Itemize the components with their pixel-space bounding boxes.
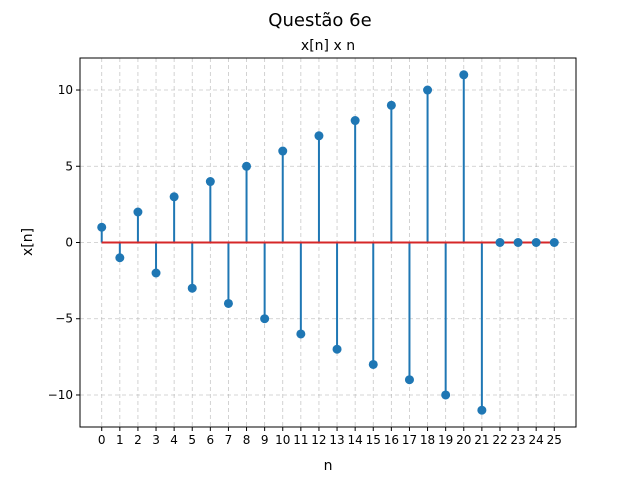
stem-marker bbox=[278, 146, 288, 156]
x-tick-label: 15 bbox=[366, 433, 381, 447]
x-tick-label: 24 bbox=[529, 433, 544, 447]
y-tick-label: −10 bbox=[48, 388, 73, 402]
stem-marker bbox=[151, 268, 161, 278]
stem-marker bbox=[296, 329, 306, 339]
stem-marker bbox=[459, 70, 469, 80]
x-tick-label: 13 bbox=[329, 433, 344, 447]
stem-marker bbox=[97, 222, 107, 232]
stem-lines bbox=[100, 74, 483, 411]
y-axis-ticks: −10 −5 0 5 10 bbox=[48, 83, 80, 402]
stem-marker bbox=[404, 375, 414, 385]
stem-marker bbox=[386, 100, 396, 110]
stem-marker bbox=[441, 390, 451, 400]
x-tick-label: 17 bbox=[402, 433, 417, 447]
y-tick-label: 10 bbox=[58, 83, 73, 97]
stem-marker bbox=[314, 131, 324, 141]
stem-marker bbox=[513, 238, 523, 247]
x-tick-label: 18 bbox=[420, 433, 435, 447]
x-tick-label: 7 bbox=[225, 433, 233, 447]
stem-marker bbox=[260, 314, 270, 324]
y-axis-label: x[n] bbox=[20, 228, 36, 256]
x-tick-label: 12 bbox=[311, 433, 326, 447]
stem-marker bbox=[223, 298, 233, 308]
x-tick-label: 20 bbox=[456, 433, 471, 447]
x-tick-label: 21 bbox=[474, 433, 489, 447]
stem-marker bbox=[549, 238, 559, 247]
y-tick-label: 0 bbox=[65, 236, 73, 250]
chart-title: x[n] x n bbox=[301, 38, 355, 54]
x-tick-label: 14 bbox=[348, 433, 363, 447]
stem-marker bbox=[531, 238, 541, 247]
x-tick-label: 16 bbox=[384, 433, 399, 447]
x-tick-label: 6 bbox=[207, 433, 215, 447]
x-tick-label: 25 bbox=[547, 433, 562, 447]
x-tick-label: 10 bbox=[275, 433, 290, 447]
stem-markers bbox=[97, 70, 559, 415]
x-tick-label: 22 bbox=[492, 433, 507, 447]
stem-marker bbox=[477, 405, 487, 415]
stem-marker bbox=[423, 85, 433, 95]
y-tick-label: −5 bbox=[55, 312, 73, 326]
x-tick-label: 19 bbox=[438, 433, 453, 447]
y-tick-label: 5 bbox=[65, 159, 73, 173]
x-tick-label: 9 bbox=[261, 433, 269, 447]
x-tick-label: 23 bbox=[510, 433, 525, 447]
x-tick-label: 1 bbox=[116, 433, 124, 447]
stem-marker bbox=[115, 253, 125, 263]
x-axis-ticks: 0 1 2 3 4 5 6 7 8 9 10 11 12 13 14 15 16 17 18 19 20 21 22 23 24… bbox=[98, 427, 562, 447]
chart-suptitle: Questão 6e bbox=[268, 10, 371, 31]
stem-marker bbox=[169, 192, 179, 202]
x-tick-label: 2 bbox=[134, 433, 142, 447]
stem-marker bbox=[242, 161, 252, 171]
stem-marker bbox=[368, 359, 378, 369]
stem-marker bbox=[350, 116, 360, 126]
stem-marker bbox=[332, 344, 342, 354]
stem-marker bbox=[133, 207, 143, 217]
stem-marker bbox=[205, 177, 215, 187]
stem-marker bbox=[187, 283, 197, 293]
stem-marker bbox=[495, 238, 505, 247]
x-tick-label: 11 bbox=[293, 433, 308, 447]
x-tick-label: 0 bbox=[98, 433, 106, 447]
x-axis-label: n bbox=[324, 458, 333, 474]
x-tick-label: 4 bbox=[170, 433, 178, 447]
x-tick-label: 8 bbox=[243, 433, 251, 447]
x-tick-label: 3 bbox=[152, 433, 160, 447]
x-tick-label: 5 bbox=[188, 433, 196, 447]
